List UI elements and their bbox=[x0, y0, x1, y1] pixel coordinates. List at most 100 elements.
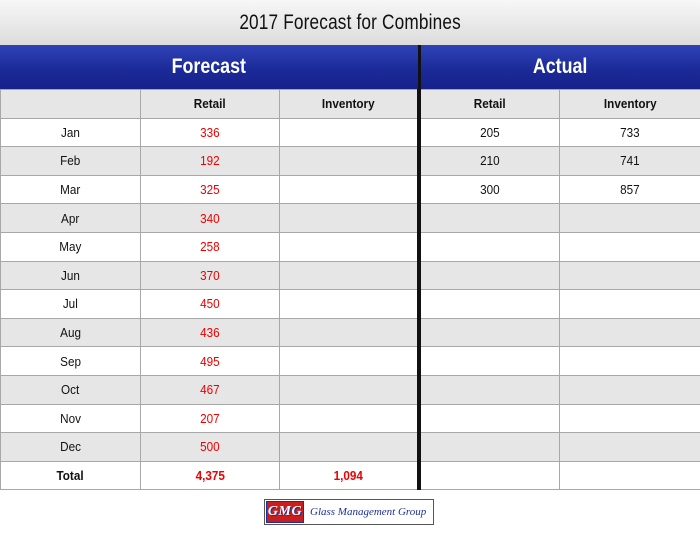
actual-retail-cell bbox=[417, 432, 560, 462]
page-title-text: 2017 Forecast for Combines bbox=[239, 10, 461, 34]
actual-inventory-cell bbox=[559, 432, 700, 462]
month-cell: Aug bbox=[0, 317, 141, 348]
total-row: Total 4,375 1,094 bbox=[0, 460, 700, 491]
forecast-retail-cell-value: 325 bbox=[200, 182, 220, 198]
actual-inventory-cell bbox=[559, 403, 700, 434]
month-cell: May bbox=[0, 231, 141, 262]
month-cell: Jan bbox=[0, 117, 141, 148]
actual-retail-header-label: Retail bbox=[473, 96, 506, 112]
forecast-retail-cell: 436 bbox=[140, 317, 280, 348]
table-row: Feb 192 210 741 bbox=[0, 146, 700, 176]
forecast-retail-cell: 336 bbox=[140, 117, 280, 148]
month-cell-value: Mar bbox=[60, 182, 81, 198]
forecast-sheet: 2017 Forecast for Combines Forecast Actu… bbox=[0, 0, 700, 491]
actual-retail-cell-value: 210 bbox=[479, 153, 500, 169]
total-forecast-retail-cell: 4,375 bbox=[140, 460, 280, 491]
total-forecast-inventory-cell: 1,094 bbox=[279, 460, 419, 491]
total-actual-inventory-cell bbox=[559, 460, 700, 491]
actual-inventory-cell bbox=[559, 346, 700, 376]
month-cell: Dec bbox=[0, 432, 141, 462]
actual-retail-cell: 210 bbox=[417, 146, 560, 176]
column-header-row: Retail Inventory Retail Inventory bbox=[0, 89, 700, 119]
actual-inventory-cell: 741 bbox=[559, 146, 700, 176]
forecast-inventory-cell bbox=[279, 403, 419, 434]
forecast-retail-cell: 258 bbox=[140, 231, 280, 262]
table-row: Apr 340 bbox=[0, 203, 700, 233]
forecast-retail-header-label: Retail bbox=[194, 96, 226, 112]
forecast-inventory-cell bbox=[279, 260, 419, 291]
forecast-retail-cell-value: 370 bbox=[200, 267, 220, 283]
month-cell-value: May bbox=[59, 239, 82, 255]
actual-inventory-cell: 857 bbox=[559, 174, 700, 205]
forecast-retail-header: Retail bbox=[140, 89, 280, 119]
month-cell: Sep bbox=[0, 346, 141, 376]
forecast-retail-cell-value: 436 bbox=[200, 325, 220, 341]
actual-retail-cell bbox=[417, 346, 560, 376]
month-cell: Mar bbox=[0, 174, 141, 205]
logo-mark: GMG bbox=[266, 501, 304, 523]
month-cell-value: Oct bbox=[61, 382, 80, 398]
month-cell: Apr bbox=[0, 203, 141, 233]
actual-retail-cell bbox=[417, 403, 560, 434]
forecast-retail-cell-value: 500 bbox=[200, 439, 220, 455]
table-row: Jul 450 bbox=[0, 289, 700, 319]
table-row: Nov 207 bbox=[0, 403, 700, 434]
forecast-inventory-header-label: Inventory bbox=[322, 96, 375, 112]
month-cell-value: Apr bbox=[61, 210, 80, 226]
company-logo: GMG Glass Management Group bbox=[264, 499, 434, 525]
forecast-retail-cell: 207 bbox=[140, 403, 280, 434]
month-cell: Feb bbox=[0, 146, 141, 176]
forecast-retail-cell: 500 bbox=[140, 432, 280, 462]
forecast-section-label: Forecast bbox=[171, 55, 247, 78]
month-cell: Oct bbox=[0, 374, 141, 405]
forecast-inventory-cell bbox=[279, 374, 419, 405]
month-cell: Nov bbox=[0, 403, 141, 434]
forecast-inventory-cell bbox=[279, 203, 419, 233]
actual-retail-cell-value: 205 bbox=[479, 124, 500, 140]
actual-retail-cell bbox=[417, 374, 560, 405]
actual-inventory-cell bbox=[559, 289, 700, 319]
forecast-retail-cell: 450 bbox=[140, 289, 280, 319]
logo-company-name: Glass Management Group bbox=[310, 506, 427, 518]
actual-section-label: Actual bbox=[533, 55, 588, 78]
actual-retail-cell: 300 bbox=[417, 174, 560, 205]
forecast-inventory-cell bbox=[279, 289, 419, 319]
table-row: Jun 370 bbox=[0, 260, 700, 291]
month-cell-value: Feb bbox=[60, 153, 81, 169]
table-row: May 258 bbox=[0, 231, 700, 262]
actual-retail-cell: 205 bbox=[417, 117, 560, 148]
forecast-inventory-cell bbox=[279, 146, 419, 176]
actual-inventory-header: Inventory bbox=[559, 89, 700, 119]
total-actual-retail-cell bbox=[417, 460, 560, 491]
forecast-retail-cell: 370 bbox=[140, 260, 280, 291]
actual-inventory-cell: 733 bbox=[559, 117, 700, 148]
actual-inventory-cell-value: 741 bbox=[620, 153, 640, 169]
table-row: Oct 467 bbox=[0, 374, 700, 405]
total-label-cell: Total bbox=[0, 460, 141, 491]
forecast-retail-cell: 467 bbox=[140, 374, 280, 405]
actual-retail-cell-value: 300 bbox=[479, 182, 500, 198]
month-cell-value: Jun bbox=[61, 267, 80, 283]
table-row: Jan 336 205 733 bbox=[0, 117, 700, 148]
forecast-retail-cell-value: 340 bbox=[200, 210, 220, 226]
month-cell-value: Jan bbox=[61, 124, 80, 140]
actual-retail-cell bbox=[417, 231, 560, 262]
forecast-retail-cell: 325 bbox=[140, 174, 280, 205]
month-cell-value: Nov bbox=[60, 410, 81, 426]
forecast-table: Retail Inventory Retail Inventory Jan 336… bbox=[0, 89, 700, 491]
forecast-inventory-cell bbox=[279, 174, 419, 205]
actual-inventory-cell-value: 733 bbox=[620, 124, 640, 140]
month-cell-value: Sep bbox=[60, 353, 81, 369]
forecast-retail-cell: 340 bbox=[140, 203, 280, 233]
month-header bbox=[0, 89, 141, 119]
forecast-inventory-cell bbox=[279, 231, 419, 262]
month-cell: Jun bbox=[0, 260, 141, 291]
month-cell-value: Dec bbox=[60, 439, 81, 455]
forecast-retail-cell-value: 467 bbox=[200, 382, 220, 398]
forecast-retail-cell-value: 192 bbox=[200, 153, 220, 169]
actual-section-header: Actual bbox=[421, 45, 700, 89]
table-row: Mar 325 300 857 bbox=[0, 174, 700, 205]
forecast-inventory-cell bbox=[279, 432, 419, 462]
month-cell-value: Aug bbox=[60, 325, 81, 341]
month-cell: Jul bbox=[0, 289, 141, 319]
